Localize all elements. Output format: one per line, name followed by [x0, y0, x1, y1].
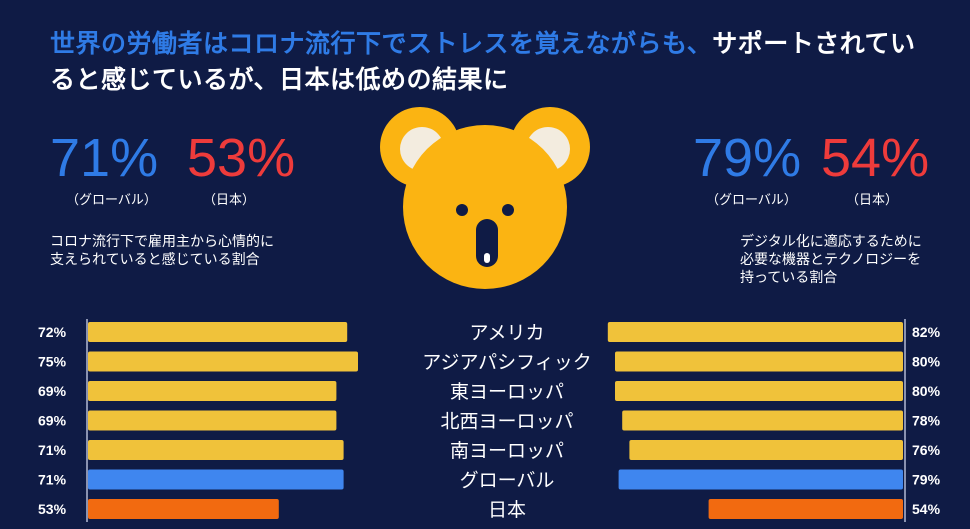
right-value-label: 79% [912, 472, 941, 488]
right-bar [615, 351, 903, 372]
right-value-label: 76% [912, 442, 941, 458]
right-bar [622, 410, 903, 431]
right-value-label: 82% [912, 324, 941, 340]
right-global-percent: 79% [693, 128, 802, 188]
right-bar [615, 381, 903, 401]
left-bar [88, 381, 337, 401]
category-label: 日本 [488, 499, 526, 521]
category-label: 南ヨーロッパ [450, 440, 564, 462]
left-global-label: （グローバル） [66, 193, 157, 208]
right-global-label: （グローバル） [706, 193, 797, 208]
left-value-label: 69% [38, 383, 67, 399]
left-value-label: 69% [38, 413, 67, 429]
right-bar [629, 440, 903, 460]
left-japan-label: （日本） [203, 193, 256, 208]
left-value-label: 71% [38, 442, 67, 458]
left-bar [88, 322, 348, 342]
category-label: アメリカ [469, 322, 544, 344]
left-value-label: 72% [38, 324, 67, 340]
right-value-label: 54% [912, 501, 941, 517]
koala-face-icon [380, 107, 590, 289]
left-bar [88, 440, 344, 460]
right-value-label: 80% [912, 383, 941, 399]
category-label: グローバル [460, 470, 555, 492]
title-rest: サポートされていると感じているが、日本は低めの結果に [50, 29, 916, 94]
page-title: 世界の労働者はコロナ流行下でストレスを覚えながらも、サポートされていると感じてい… [50, 26, 940, 98]
left-bar [88, 469, 344, 490]
right-bar [708, 499, 903, 519]
left-value-label: 75% [38, 354, 67, 370]
right-japan-label: （日本） [846, 193, 899, 208]
right-bar [607, 322, 903, 342]
left-global-percent: 71% [50, 128, 159, 188]
right-value-label: 80% [912, 354, 941, 370]
right-description: デジタル化に適応するために必要な機器とテクノロジーを持っている割合 [740, 234, 922, 286]
left-bar [88, 499, 279, 519]
left-bar [88, 351, 358, 372]
left-bar [88, 410, 337, 431]
right-bar [618, 469, 903, 490]
right-japan-percent: 54% [821, 128, 930, 188]
title-highlight: 世界の労働者はコロナ流行下でストレスを覚えながらも、 [50, 29, 713, 58]
left-value-label: 53% [38, 501, 67, 517]
category-label: アジアパシフィック [422, 352, 591, 374]
left-value-label: 71% [38, 472, 67, 488]
right-value-label: 78% [912, 413, 941, 429]
left-description: コロナ流行下で雇用主から心情的に支えられていると感じている割合 [50, 234, 274, 268]
left-japan-percent: 53% [187, 128, 296, 188]
category-label: 北西ヨーロッパ [440, 411, 573, 433]
category-label: 東ヨーロッパ [450, 381, 564, 403]
